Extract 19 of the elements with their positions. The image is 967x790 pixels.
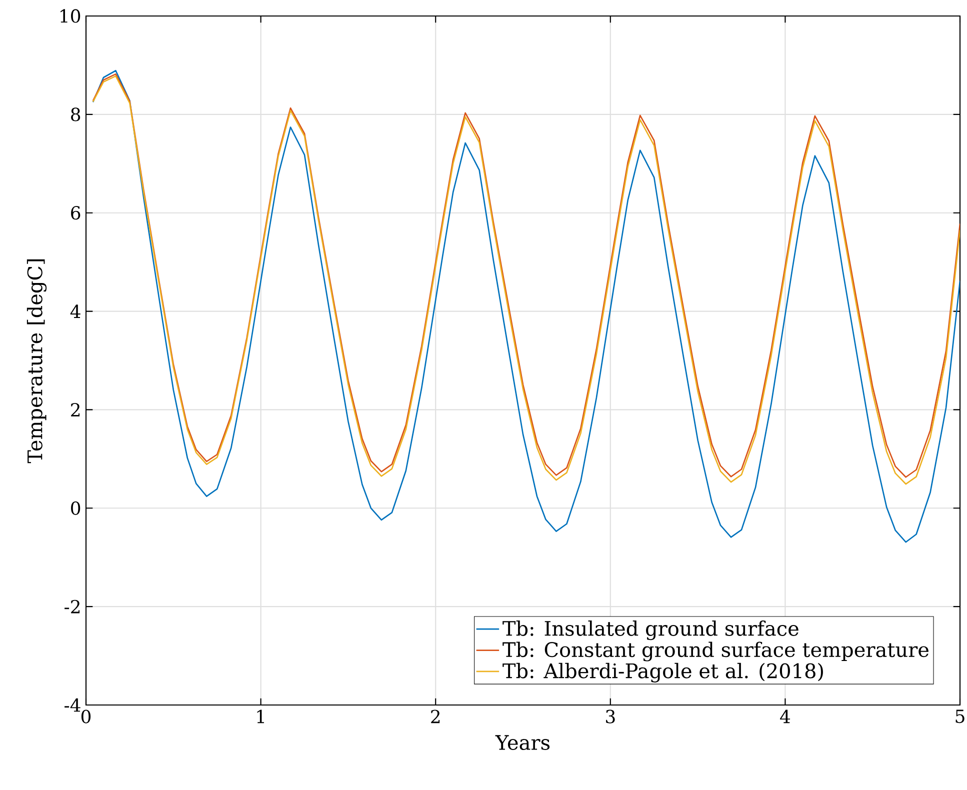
x-tick-label: 0	[81, 710, 91, 724]
y-tick-label: -4	[64, 698, 80, 712]
y-tick-label: 6	[71, 206, 80, 220]
x-tick-label: 3	[606, 710, 615, 724]
x-tick-label: 1	[257, 710, 264, 724]
y-tick-label: 10	[60, 9, 80, 23]
y-tick-label: 4	[70, 304, 80, 318]
legend-label: Tb: Alberdi-Pagole et al. (2018)	[502, 662, 823, 682]
x-tick-label: 2	[431, 710, 440, 724]
y-tick-label: 0	[71, 501, 80, 515]
x-axis-title: Years	[495, 735, 550, 750]
legend-label: Tb: Insulated ground surface	[502, 620, 798, 640]
legend-label: Tb: Constant ground surface temperature	[502, 642, 928, 662]
y-tick-label: -2	[64, 600, 80, 614]
y-tick-label: 2	[71, 403, 80, 416]
y-tick-label: 8	[71, 108, 80, 122]
y-axis-title: Temperature [degC]	[26, 259, 47, 464]
x-tick-label: 4	[780, 710, 790, 724]
x-tick-label: 5	[956, 710, 964, 724]
